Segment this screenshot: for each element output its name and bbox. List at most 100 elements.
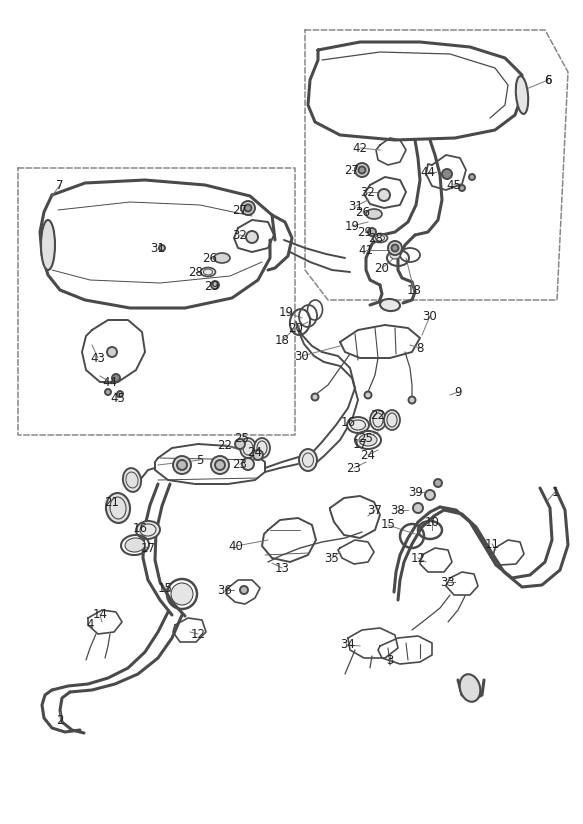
- Text: 22: 22: [371, 409, 385, 422]
- Circle shape: [459, 185, 465, 191]
- Ellipse shape: [299, 449, 317, 471]
- Text: 39: 39: [409, 485, 423, 499]
- Circle shape: [177, 460, 187, 470]
- Text: 22: 22: [217, 438, 233, 452]
- Circle shape: [359, 166, 366, 174]
- Text: 19: 19: [345, 219, 360, 232]
- Ellipse shape: [41, 220, 55, 270]
- Text: 3: 3: [387, 653, 394, 667]
- Text: 17: 17: [353, 438, 367, 451]
- Ellipse shape: [390, 251, 400, 259]
- Circle shape: [246, 231, 258, 243]
- Ellipse shape: [240, 438, 256, 458]
- Text: 45: 45: [111, 391, 125, 405]
- Text: 27: 27: [233, 204, 248, 217]
- Text: 29: 29: [205, 279, 220, 293]
- Text: 6: 6: [545, 73, 552, 87]
- Text: 31: 31: [349, 199, 363, 213]
- Text: 43: 43: [90, 352, 106, 364]
- Text: 18: 18: [406, 283, 422, 297]
- Circle shape: [253, 450, 263, 460]
- Text: 28: 28: [188, 265, 203, 279]
- Text: 14: 14: [93, 608, 107, 621]
- Text: 23: 23: [346, 461, 361, 475]
- Ellipse shape: [136, 521, 160, 539]
- Text: 32: 32: [360, 185, 375, 199]
- Circle shape: [242, 458, 254, 470]
- Circle shape: [388, 241, 402, 255]
- Ellipse shape: [366, 209, 382, 219]
- Ellipse shape: [201, 268, 216, 277]
- Circle shape: [442, 169, 452, 179]
- Text: 13: 13: [275, 561, 289, 574]
- Text: 35: 35: [325, 551, 339, 564]
- Circle shape: [235, 439, 245, 449]
- Text: 19: 19: [279, 306, 293, 319]
- Text: 42: 42: [353, 142, 367, 155]
- Circle shape: [107, 347, 117, 357]
- Ellipse shape: [370, 410, 386, 430]
- Text: 24: 24: [248, 446, 262, 458]
- Circle shape: [171, 583, 193, 605]
- Circle shape: [240, 586, 248, 594]
- Ellipse shape: [373, 233, 388, 242]
- Ellipse shape: [125, 538, 145, 552]
- Circle shape: [425, 490, 435, 500]
- Ellipse shape: [359, 434, 377, 446]
- Ellipse shape: [380, 299, 400, 311]
- Ellipse shape: [106, 493, 130, 523]
- Ellipse shape: [459, 674, 480, 702]
- Text: 26: 26: [202, 251, 217, 265]
- Text: 30: 30: [423, 310, 437, 322]
- Text: 15: 15: [157, 582, 173, 594]
- Text: 20: 20: [374, 261, 389, 274]
- Circle shape: [211, 281, 219, 289]
- Circle shape: [368, 228, 376, 236]
- Ellipse shape: [347, 417, 369, 433]
- Text: 11: 11: [484, 537, 500, 550]
- Circle shape: [159, 245, 165, 251]
- Circle shape: [211, 456, 229, 474]
- Circle shape: [105, 389, 111, 395]
- Text: 40: 40: [229, 540, 244, 553]
- Circle shape: [311, 394, 318, 400]
- Text: 16: 16: [132, 522, 147, 535]
- Text: 44: 44: [420, 166, 436, 179]
- Text: 27: 27: [345, 163, 360, 176]
- Text: 12: 12: [410, 551, 426, 564]
- Circle shape: [241, 201, 255, 215]
- Text: 4: 4: [86, 619, 94, 631]
- Text: 9: 9: [454, 386, 462, 399]
- Ellipse shape: [123, 468, 141, 492]
- Text: 38: 38: [391, 503, 405, 517]
- Text: 37: 37: [367, 503, 382, 517]
- Text: 2: 2: [56, 714, 64, 727]
- Ellipse shape: [214, 253, 230, 263]
- Circle shape: [244, 204, 251, 212]
- Circle shape: [409, 396, 416, 404]
- Text: 7: 7: [56, 179, 64, 191]
- Text: 45: 45: [447, 179, 461, 191]
- Text: 15: 15: [381, 518, 395, 531]
- Text: 10: 10: [424, 516, 440, 528]
- Text: 16: 16: [340, 415, 356, 428]
- Text: 12: 12: [191, 628, 205, 640]
- Text: 21: 21: [104, 495, 120, 508]
- Text: 32: 32: [233, 228, 247, 241]
- Circle shape: [117, 391, 123, 397]
- Text: 1: 1: [552, 485, 559, 499]
- Circle shape: [413, 503, 423, 513]
- Text: 18: 18: [275, 334, 289, 347]
- Text: 36: 36: [217, 583, 233, 597]
- Text: 25: 25: [359, 432, 374, 444]
- Circle shape: [434, 479, 442, 487]
- Text: 5: 5: [196, 453, 203, 466]
- Circle shape: [112, 374, 120, 382]
- Text: 6: 6: [545, 73, 552, 87]
- Circle shape: [215, 460, 225, 470]
- Ellipse shape: [516, 76, 528, 114]
- Text: 31: 31: [150, 241, 166, 255]
- Text: 25: 25: [234, 432, 250, 444]
- Text: 28: 28: [368, 232, 384, 245]
- Text: 26: 26: [356, 205, 371, 218]
